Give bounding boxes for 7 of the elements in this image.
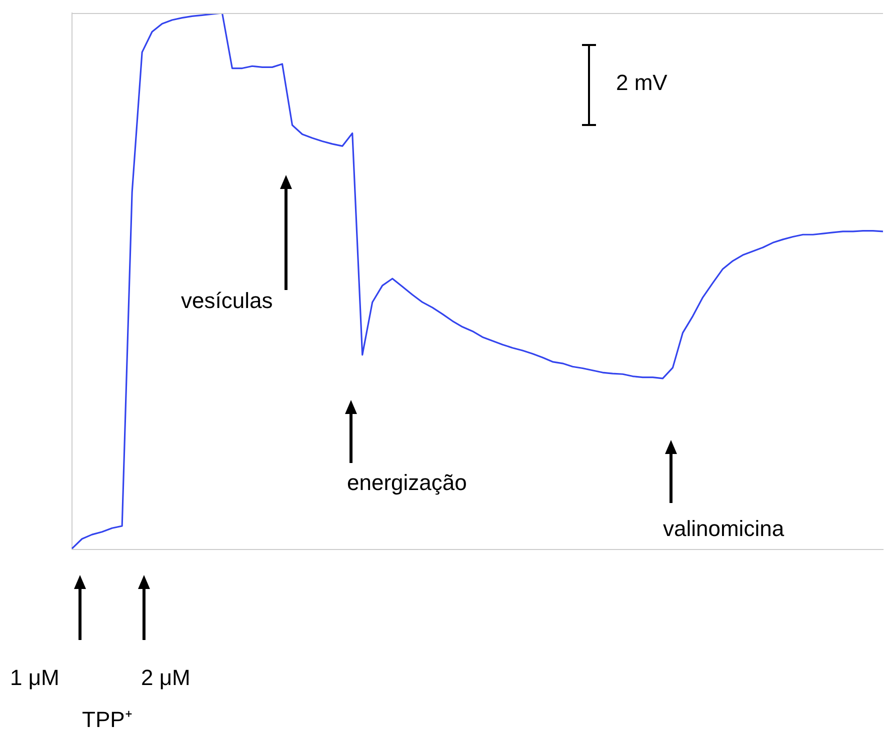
annotation: 2 mV — [616, 70, 668, 96]
text: 1 μM — [10, 665, 60, 691]
annotation: vesículas — [181, 288, 273, 314]
annotation: energização — [347, 470, 467, 496]
text: 2 μM — [141, 665, 190, 691]
annotation: valinomicina — [663, 516, 784, 542]
text: TPP⁺ — [82, 706, 132, 729]
